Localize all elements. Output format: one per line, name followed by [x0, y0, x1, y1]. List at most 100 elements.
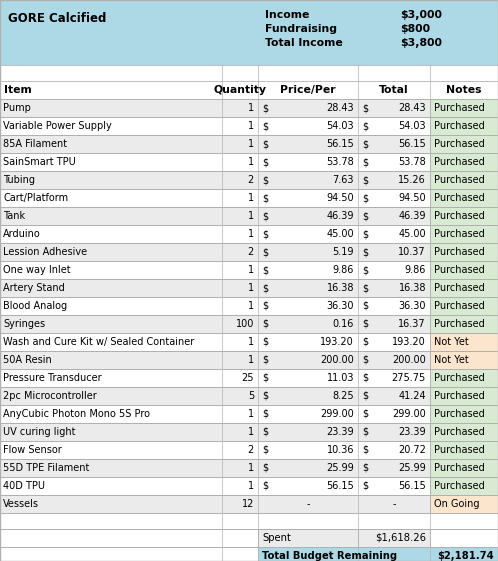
Text: 36.30: 36.30 [327, 301, 354, 311]
Text: 10.37: 10.37 [398, 247, 426, 257]
Text: Artery Stand: Artery Stand [3, 283, 65, 293]
Text: 1: 1 [248, 103, 254, 113]
Text: 299.00: 299.00 [320, 409, 354, 419]
Text: 8.25: 8.25 [332, 391, 354, 401]
Text: $: $ [262, 229, 268, 239]
Text: Variable Power Supply: Variable Power Supply [3, 121, 112, 131]
Text: 1: 1 [248, 481, 254, 491]
Text: Purchased: Purchased [434, 175, 485, 185]
Text: UV curing light: UV curing light [3, 427, 76, 437]
Text: 275.75: 275.75 [392, 373, 426, 383]
Text: $: $ [262, 139, 268, 149]
Text: 2: 2 [248, 175, 254, 185]
Text: Arduino: Arduino [3, 229, 41, 239]
Bar [430, 171, 498, 189]
Bar [0, 225, 430, 243]
Text: $800: $800 [400, 24, 430, 34]
Bar [430, 225, 498, 243]
Bar [0, 207, 430, 225]
Text: 94.50: 94.50 [398, 193, 426, 203]
Bar [0, 387, 430, 405]
Text: 7.63: 7.63 [333, 175, 354, 185]
Bar [430, 135, 498, 153]
Text: Not Yet: Not Yet [434, 337, 469, 347]
Text: Purchased: Purchased [434, 301, 485, 311]
Bar [430, 495, 498, 513]
Bar [0, 81, 498, 99]
Bar [0, 405, 430, 423]
Text: $: $ [362, 463, 368, 473]
Text: $: $ [362, 211, 368, 221]
Text: 2: 2 [248, 445, 254, 455]
Bar [430, 261, 498, 279]
Text: 9.86: 9.86 [333, 265, 354, 275]
Text: $: $ [262, 355, 268, 365]
Bar [0, 243, 430, 261]
Text: 1: 1 [248, 463, 254, 473]
Text: 2: 2 [248, 247, 254, 257]
Text: 200.00: 200.00 [320, 355, 354, 365]
Text: 193.20: 193.20 [320, 337, 354, 347]
Text: Total Budget Remaining: Total Budget Remaining [262, 551, 397, 561]
Bar [430, 441, 498, 459]
Text: Fundraising: Fundraising [265, 24, 337, 34]
Bar [0, 153, 430, 171]
Bar [0, 171, 430, 189]
Text: $: $ [362, 319, 368, 329]
Text: 53.78: 53.78 [398, 157, 426, 167]
Text: 50A Resin: 50A Resin [3, 355, 52, 365]
Text: Flow Sensor: Flow Sensor [3, 445, 62, 455]
Text: $: $ [362, 355, 368, 365]
Bar [258, 529, 358, 547]
Text: $: $ [262, 337, 268, 347]
Bar [430, 189, 498, 207]
Bar [430, 153, 498, 171]
Text: 100: 100 [236, 319, 254, 329]
Text: 1: 1 [248, 193, 254, 203]
Bar [0, 135, 430, 153]
Bar [0, 261, 430, 279]
Text: Purchased: Purchased [434, 463, 485, 473]
Text: 41.24: 41.24 [398, 391, 426, 401]
Text: AnyCubic Photon Mono 5S Pro: AnyCubic Photon Mono 5S Pro [3, 409, 150, 419]
Text: $: $ [262, 391, 268, 401]
Text: 1: 1 [248, 283, 254, 293]
Text: $: $ [262, 103, 268, 113]
Text: $: $ [262, 481, 268, 491]
Text: Spent: Spent [262, 533, 291, 543]
Text: 46.39: 46.39 [327, 211, 354, 221]
Text: $: $ [262, 445, 268, 455]
Text: $: $ [262, 463, 268, 473]
Text: 46.39: 46.39 [398, 211, 426, 221]
Text: Vessels: Vessels [3, 499, 39, 509]
Text: 1: 1 [248, 265, 254, 275]
Bar [430, 117, 498, 135]
Bar [0, 547, 258, 561]
Text: Total Income: Total Income [265, 38, 343, 48]
Bar [0, 189, 430, 207]
Text: 25.99: 25.99 [326, 463, 354, 473]
Bar [430, 333, 498, 351]
Text: Purchased: Purchased [434, 319, 485, 329]
Bar [430, 477, 498, 495]
Bar [430, 529, 498, 547]
Text: $: $ [262, 193, 268, 203]
Bar [0, 315, 430, 333]
Text: 193.20: 193.20 [392, 337, 426, 347]
Bar [358, 529, 430, 547]
Text: 0.16: 0.16 [333, 319, 354, 329]
Bar [0, 279, 430, 297]
Text: $: $ [362, 409, 368, 419]
Text: 1: 1 [248, 211, 254, 221]
Text: Purchased: Purchased [434, 211, 485, 221]
Text: 54.03: 54.03 [326, 121, 354, 131]
Text: 1: 1 [248, 139, 254, 149]
Text: $: $ [362, 229, 368, 239]
Text: $: $ [262, 427, 268, 437]
Text: $: $ [262, 409, 268, 419]
Text: 56.15: 56.15 [398, 139, 426, 149]
Text: $: $ [362, 139, 368, 149]
Text: 5.19: 5.19 [333, 247, 354, 257]
Text: $: $ [262, 121, 268, 131]
Text: Purchased: Purchased [434, 229, 485, 239]
